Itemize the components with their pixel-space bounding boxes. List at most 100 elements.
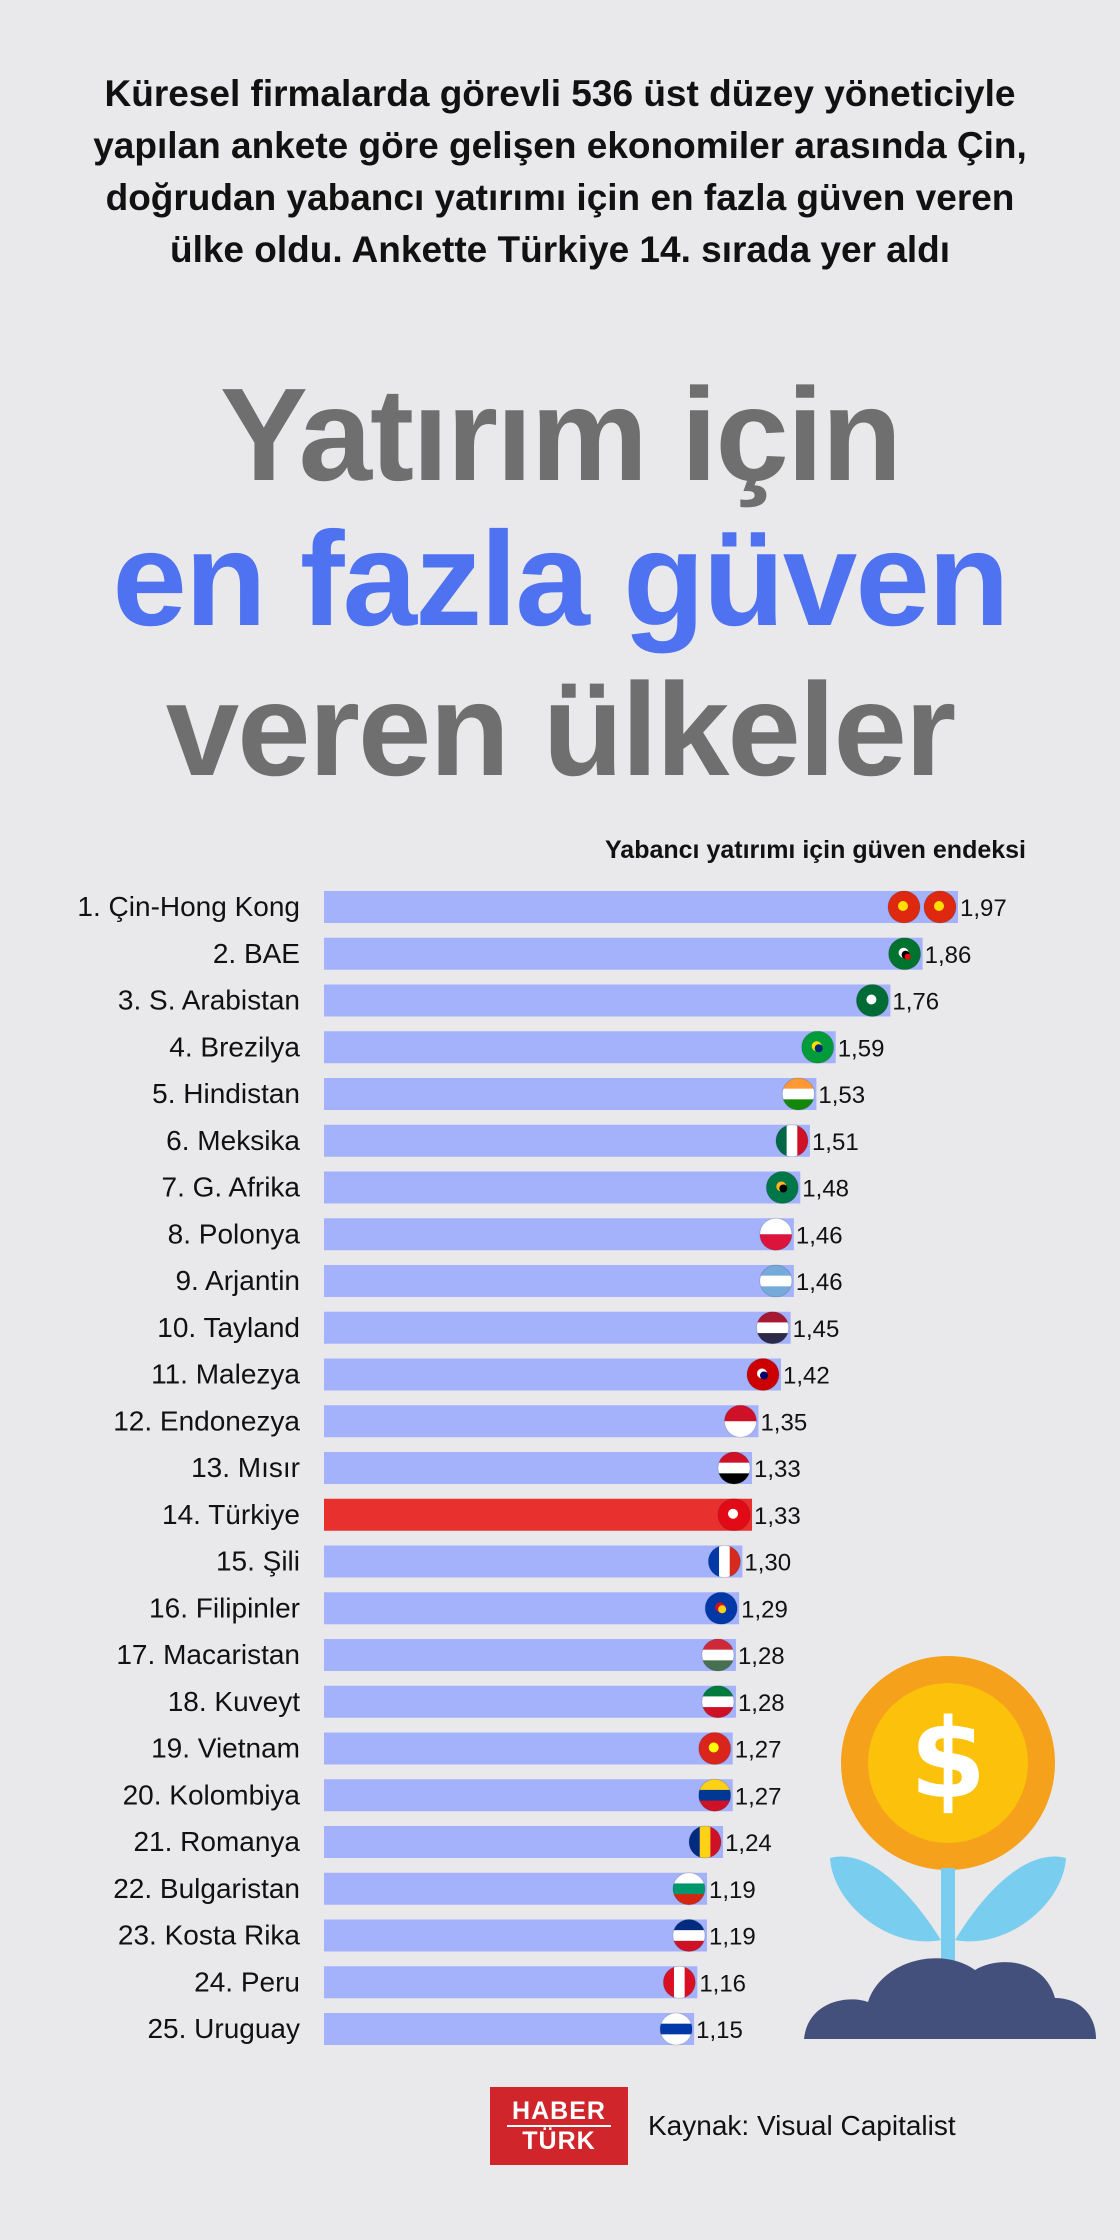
bar: [324, 1124, 810, 1157]
value-label: 1,59: [838, 1035, 885, 1062]
category-label: 12. Endonezya: [113, 1405, 300, 1436]
headline-line-3: veren ülkeler: [165, 656, 957, 803]
category-label: 8. Polonya: [168, 1218, 301, 1249]
category-label: 17. Macaristan: [116, 1639, 300, 1670]
value-label: 1,28: [738, 1643, 785, 1670]
bar: [324, 1685, 736, 1718]
flag-south-africa-icon: [765, 1171, 799, 1204]
bar: [324, 984, 891, 1017]
flag-hungary-icon: [701, 1638, 735, 1672]
category-label: 10. Tayland: [157, 1312, 300, 1343]
category-label: 14. Türkiye: [162, 1499, 300, 1530]
value-label: 1,86: [925, 942, 972, 969]
flag-brazil-icon: [801, 1030, 835, 1064]
bar: [324, 1311, 791, 1344]
bar-row: 16. Filipinler 1,29: [149, 1591, 788, 1625]
flag-colombia-icon: [698, 1778, 732, 1812]
flag-china+hong-kong-icon: [887, 890, 921, 924]
bar: [324, 1732, 733, 1765]
value-label: 1,76: [892, 989, 939, 1016]
bar: [324, 1405, 759, 1438]
bar-row: 17. Macaristan 1,28: [116, 1638, 785, 1672]
bar-row: 8. Polonya 1,46: [168, 1217, 843, 1251]
flag-romania-icon: [688, 1825, 722, 1859]
bar: [324, 1078, 817, 1110]
bar: [324, 2013, 695, 2045]
value-label: 1,24: [725, 1830, 772, 1857]
category-label: 9. Arjantin: [175, 1265, 300, 1296]
flag-kuwait-icon: [701, 1685, 735, 1719]
bar-row: 18. Kuveyt 1,28: [168, 1685, 785, 1719]
category-label: 21. Romanya: [133, 1826, 300, 1857]
category-label: 24. Peru: [194, 1966, 300, 1997]
value-label: 1,42: [783, 1363, 830, 1390]
value-label: 1,45: [793, 1316, 840, 1343]
category-label: 19. Vietnam: [151, 1733, 300, 1764]
flag-egypt-icon: [717, 1451, 751, 1485]
category-label: 11. Malezya: [151, 1359, 300, 1390]
bar: [324, 1919, 707, 1952]
category-label: 20. Kolombiya: [123, 1779, 301, 1810]
bar: [324, 1358, 781, 1391]
flag-uruguay-icon: [659, 2012, 693, 2046]
flag-indonesia-icon: [723, 1404, 757, 1438]
bar-row: 11. Malezya 1,42: [151, 1358, 830, 1391]
bar: [324, 1265, 794, 1297]
bar: [324, 1031, 836, 1064]
flag-malaysia-icon: [746, 1358, 780, 1391]
haberturk-logo: HABER TÜRK: [490, 2087, 628, 2165]
bar: [324, 1171, 801, 1204]
bar-row: 14. Türkiye 1,33: [162, 1498, 801, 1532]
bar: [324, 937, 923, 970]
value-label: 1,27: [735, 1783, 782, 1810]
bar-row: 15. Şili 1,30: [216, 1545, 791, 1578]
value-label: 1,30: [744, 1550, 791, 1577]
flag-philippines-icon: [704, 1591, 738, 1625]
value-label: 1,33: [754, 1503, 801, 1530]
bar: [324, 1826, 724, 1858]
money-plant-icon: $: [804, 1656, 1096, 2039]
bar-row: 1. Çin-Hong Kong 1,97: [77, 890, 1007, 924]
bar: [324, 891, 958, 923]
flag-turkey-icon: [717, 1498, 751, 1532]
bar-row: 22. Bulgaristan 1,19: [113, 1872, 756, 1906]
bar: [324, 1966, 698, 1999]
bar-row: 2. BAE 1,86: [213, 937, 972, 971]
source-label: Kaynak: Visual Capitalist: [648, 2110, 956, 2141]
flag-chile-icon: [707, 1545, 741, 1578]
bar-highlight: [324, 1498, 753, 1531]
value-label: 1,19: [709, 1877, 756, 1904]
category-label: 23. Kosta Rika: [118, 1920, 301, 1951]
bar-row: 5. Hindistan 1,53: [152, 1077, 865, 1111]
logo-line-1: HABER: [512, 2097, 606, 2125]
category-label: 7. G. Afrika: [162, 1172, 301, 1203]
value-label: 1,29: [741, 1596, 788, 1623]
flag-peru-icon: [662, 1965, 696, 1999]
bar: [324, 1872, 707, 1905]
value-label: 1,28: [738, 1690, 785, 1717]
value-label: 1,33: [754, 1456, 801, 1483]
category-label: 3. S. Arabistan: [118, 985, 300, 1016]
category-label: 22. Bulgaristan: [113, 1873, 300, 1904]
headline-line-1: Yatırım için: [219, 361, 902, 508]
bar: [324, 1779, 733, 1812]
category-label: 25. Uruguay: [147, 2013, 300, 2044]
bar-row: 7. G. Afrika 1,48: [162, 1171, 849, 1204]
category-label: 6. Meksika: [166, 1125, 300, 1156]
value-label: 1,46: [796, 1222, 843, 1249]
bar-row: 23. Kosta Rika 1,19: [118, 1919, 756, 1952]
value-label: 1,48: [802, 1176, 849, 1203]
bar-row: 10. Tayland 1,45: [157, 1311, 840, 1345]
value-label: 1,15: [696, 2017, 743, 2044]
flag-costa-rica-icon: [672, 1919, 706, 1952]
category-label: 18. Kuveyt: [168, 1686, 301, 1717]
intro-text: Küresel firmalarda görevli 536 üst düzey…: [93, 73, 1027, 270]
bar-row: 24. Peru 1,16: [194, 1965, 746, 1999]
bar: [324, 1545, 743, 1578]
value-label: 1,35: [760, 1409, 807, 1436]
flag-china+hong-kong-icon: [923, 890, 957, 924]
bar-row: 21. Romanya 1,24: [133, 1825, 772, 1859]
value-label: 1,97: [960, 895, 1007, 922]
logo-line-2: TÜRK: [522, 2127, 596, 2155]
